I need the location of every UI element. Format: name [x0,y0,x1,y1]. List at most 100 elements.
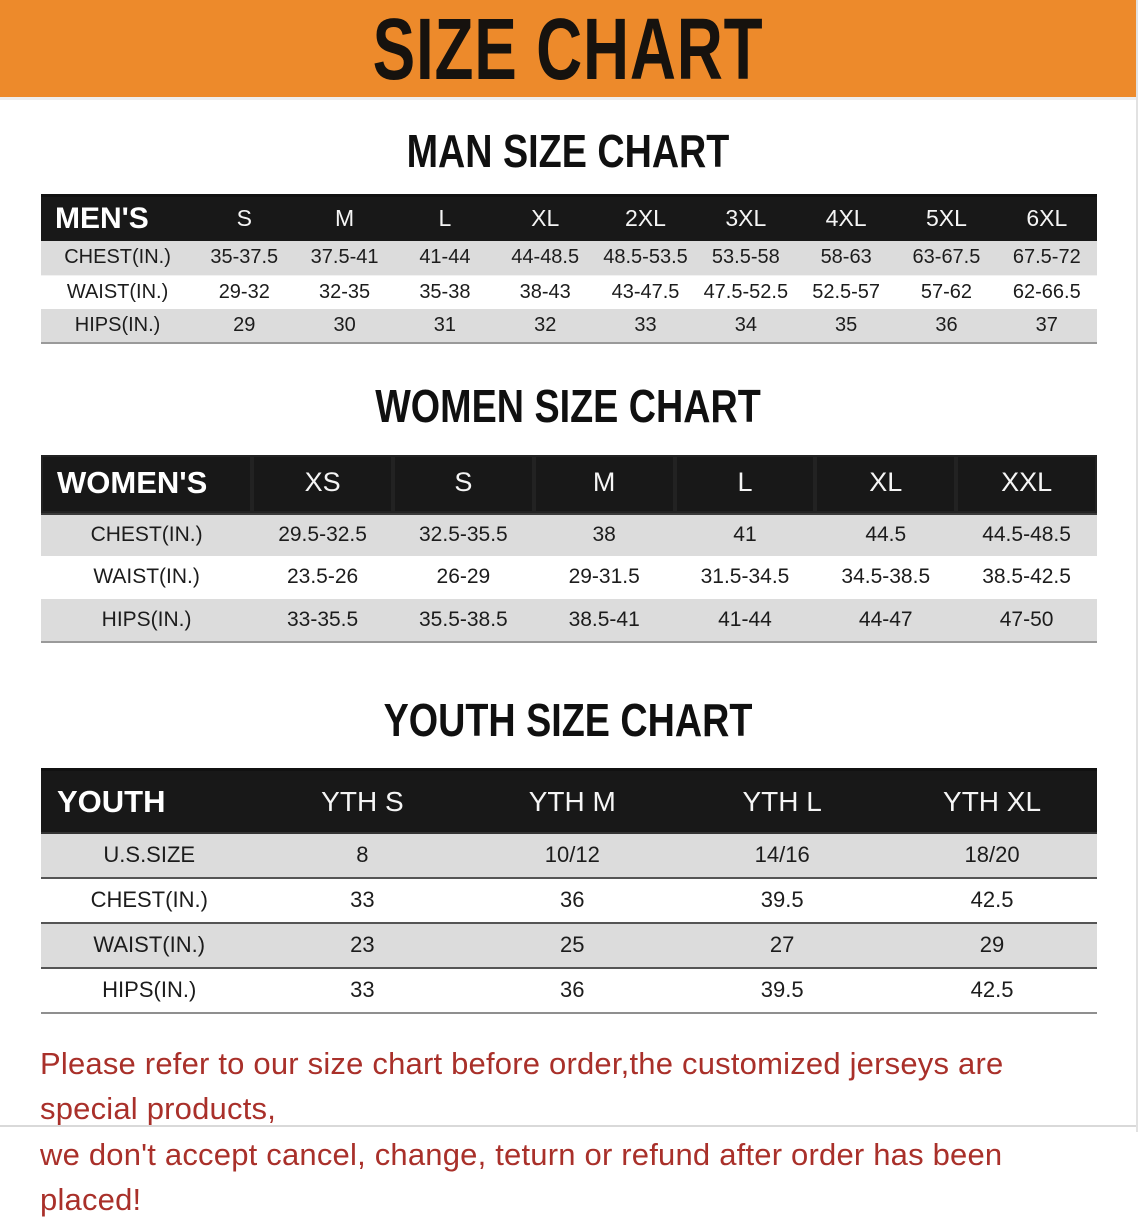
table-row: CHEST(IN.) 33 36 39.5 42.5 [41,877,1097,923]
size-value: 29-31.5 [568,565,640,589]
size-value: 25 [560,932,585,958]
table-row: CHEST(IN.) 29.5-32.5 32.5-35.5 38 41 44.5 44.5… [41,512,1097,556]
size-value: 38 [592,523,616,547]
size-column-header: XL [495,195,596,242]
size-value: 58-63 [820,246,872,269]
size-value: 29 [979,932,1005,958]
size-value: 30 [333,314,356,337]
table-row: WAIST(IN.) 23 25 27 29 [41,922,1097,968]
men-section-title: MAN SIZE CHART [406,125,730,177]
size-value: 36 [560,977,585,1003]
size-value: 42.5 [970,887,1014,913]
row-label: WAIST(IN.) [93,565,200,589]
size-value: 38.5-42.5 [982,565,1071,589]
size-value: 36 [935,314,958,337]
size-value: 48.5-53.5 [603,246,688,269]
size-value: 37 [1035,314,1058,337]
size-column-header: M [294,195,395,242]
row-label: U.S.SIZE [103,842,196,868]
size-value: 44-47 [858,607,913,631]
size-column-header: S [392,454,534,515]
size-value: 47-50 [999,607,1054,631]
table-row: HIPS(IN.) 29 30 31 32 33 34 35 36 37 [41,309,1097,344]
row-label: HIPS(IN.) [74,314,161,337]
size-column-header: L [674,454,816,515]
size-column-header: XS [252,454,393,515]
table-header-row: MEN'S S M L XL 2XL 3XL 4XL 5XL 6XL [41,195,1097,242]
table-header-row: WOMEN'S XS S M L XL XXL [41,454,1097,515]
size-value: 32-35 [294,274,395,310]
size-value: 32 [534,314,557,337]
size-value: 39.5 [760,977,804,1003]
table-header-row: YOUTH YTH S YTH M YTH L YTH XL [41,769,1097,833]
size-value: 35.5-38.5 [419,607,508,631]
size-column-header: 6XL [996,195,1097,242]
women-section: WOMEN SIZE CHART WOMEN'S XS S M L XL XXL CHEST(… [0,344,1136,643]
table-row: CHEST(IN.) 35-37.5 37.5-41 41-44 44-48.5 48.5… [41,241,1097,276]
size-value: 33-35.5 [286,607,359,631]
size-value: 36 [560,887,585,913]
size-value: 41-44 [419,246,471,269]
table-row: HIPS(IN.) 33 36 39.5 42.5 [41,967,1097,1013]
size-column-header: 4XL [795,195,897,242]
size-value: 33 [634,314,657,337]
size-value: 35-37.5 [210,246,279,269]
size-column-header: XXL [956,454,1097,515]
size-value: 23 [350,932,375,958]
table-corner-label: WOMEN'S [41,454,253,515]
disclaimer-line-1: Please refer to our size chart before or… [40,1045,1004,1127]
size-column-header: 3XL [695,195,796,242]
size-value: 41 [733,523,757,547]
size-column-header: YTH M [467,769,678,833]
row-label: HIPS(IN.) [102,977,197,1003]
men-size-table: MEN'S S M L XL 2XL 3XL 4XL 5XL 6XL CHEST(IN.) 35-37… [41,193,1097,345]
size-value: 38-43 [495,274,596,310]
size-value: 29-32 [194,274,295,310]
size-value: 38.5-41 [568,607,640,631]
size-value: 33 [350,887,375,913]
size-value: 47.5-52.5 [695,274,796,310]
size-column-header: YTH S [257,769,468,833]
size-column-header: L [394,195,496,242]
table-row: U.S.SIZE 8 10/12 14/16 18/20 [41,832,1097,878]
size-value: 27 [769,932,795,958]
row-label: WAIST(IN.) [41,274,195,310]
size-value: 35 [835,314,858,337]
row-label: CHEST(IN.) [90,887,208,913]
size-value: 8 [356,842,369,868]
size-value: 53.5-58 [711,246,780,269]
size-column-header: M [533,454,675,515]
size-value: 57-62 [896,274,997,310]
size-column-header: 5XL [896,195,997,242]
size-value: 52.5-57 [795,274,897,310]
size-value: 34.5-38.5 [841,565,931,589]
youth-size-table: YOUTH YTH S YTH M YTH L YTH XL U.S.SIZE 8 10/12… [41,768,1097,1014]
size-column-header: YTH L [677,769,888,833]
women-size-table: WOMEN'S XS S M L XL XXL CHEST(IN.) 29.5-32.5 32.5… [41,454,1097,643]
size-column-header: S [194,195,295,242]
size-value: 67.5-72 [1012,246,1081,269]
youth-section: YOUTH SIZE CHART YOUTH YTH S YTH M YTH L YTH… [0,643,1136,1014]
women-section-title: WOMEN SIZE CHART [375,380,761,433]
size-value: 23.5-26 [286,565,359,589]
size-column-header: YTH XL [887,769,1097,833]
size-value: 31.5-34.5 [700,565,790,589]
table-corner-label: YOUTH [41,769,258,833]
table-row: WAIST(IN.) 29-32 32-35 35-38 38-43 43-47.5 47.… [41,274,1097,310]
size-value: 26-29 [436,565,491,589]
size-value: 39.5 [760,887,804,913]
size-value: 37.5-41 [310,246,379,269]
size-value: 43-47.5 [595,274,696,310]
size-column-header: 2XL [595,195,696,242]
size-value: 10/12 [544,842,600,868]
page-title: SIZE CHART [372,0,764,98]
row-label: HIPS(IN.) [101,607,192,631]
row-label: CHEST(IN.) [90,523,203,547]
size-value: 62-66.5 [996,274,1097,310]
size-value: 35-38 [394,274,496,310]
youth-section-title: YOUTH SIZE CHART [383,693,753,746]
size-value: 44-48.5 [511,246,580,269]
size-value: 14/16 [754,842,810,868]
row-label: WAIST(IN.) [93,932,206,958]
